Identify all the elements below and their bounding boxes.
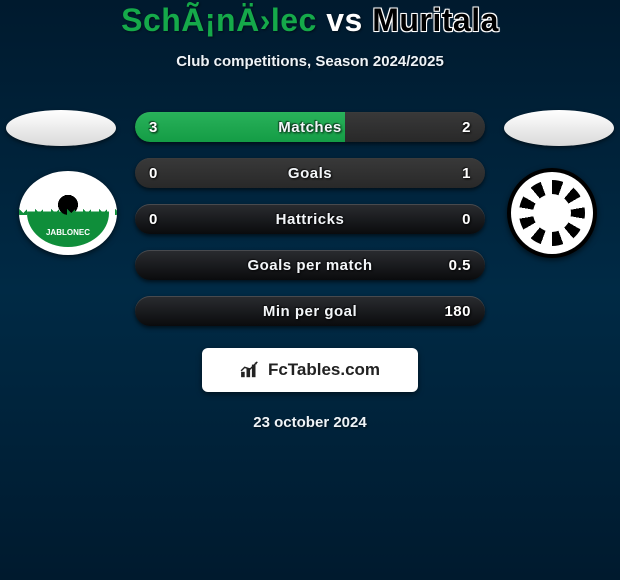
club-badge-left: JABLONEC [18,168,118,258]
vs-text: vs [326,2,363,38]
stat-value-right: 2 [462,112,471,142]
bar-left [135,112,345,142]
stat-value-left: 3 [149,112,158,142]
country-flag-right [504,110,614,146]
stat-value-right: 0 [462,204,471,234]
bar-chart-icon [240,361,262,379]
comparison-card: SchÃ¡nÄ›lec vs Muritala Club competition… [0,0,620,431]
brand-card: FcTables.com [202,348,418,392]
stat-row: 00Hattricks [135,204,485,234]
stat-row: 0.5Goals per match [135,250,485,280]
stat-value-left: 0 [149,204,158,234]
club-badge-right [502,168,602,258]
stat-pill [135,204,485,234]
player1-name: SchÃ¡nÄ›lec [121,2,317,38]
stat-row: 01Goals [135,158,485,188]
player2-name: Muritala [372,2,499,38]
stat-pill [135,158,485,188]
stat-pill [135,250,485,280]
date-text: 23 october 2024 [0,414,620,431]
title: SchÃ¡nÄ›lec vs Muritala [0,2,620,39]
brand-text: FcTables.com [268,360,380,380]
stat-value-right: 180 [444,296,471,326]
stat-value-right: 1 [462,158,471,188]
subtitle: Club competitions, Season 2024/2025 [0,53,620,70]
stat-pill [135,112,485,142]
hradec-kralove-crest-icon [507,168,597,258]
country-flag-left [6,110,116,146]
stat-pill [135,296,485,326]
stat-row: 180Min per goal [135,296,485,326]
jablonec-crest-icon: JABLONEC [19,171,117,255]
stats-section: JABLONEC 32Matches01Goals00Hattricks0.5G… [0,112,620,326]
stats-list: 32Matches01Goals00Hattricks0.5Goals per … [135,112,485,326]
bar-right [135,158,485,188]
stat-value-right: 0.5 [449,250,471,280]
stat-row: 32Matches [135,112,485,142]
stat-value-left: 0 [149,158,158,188]
